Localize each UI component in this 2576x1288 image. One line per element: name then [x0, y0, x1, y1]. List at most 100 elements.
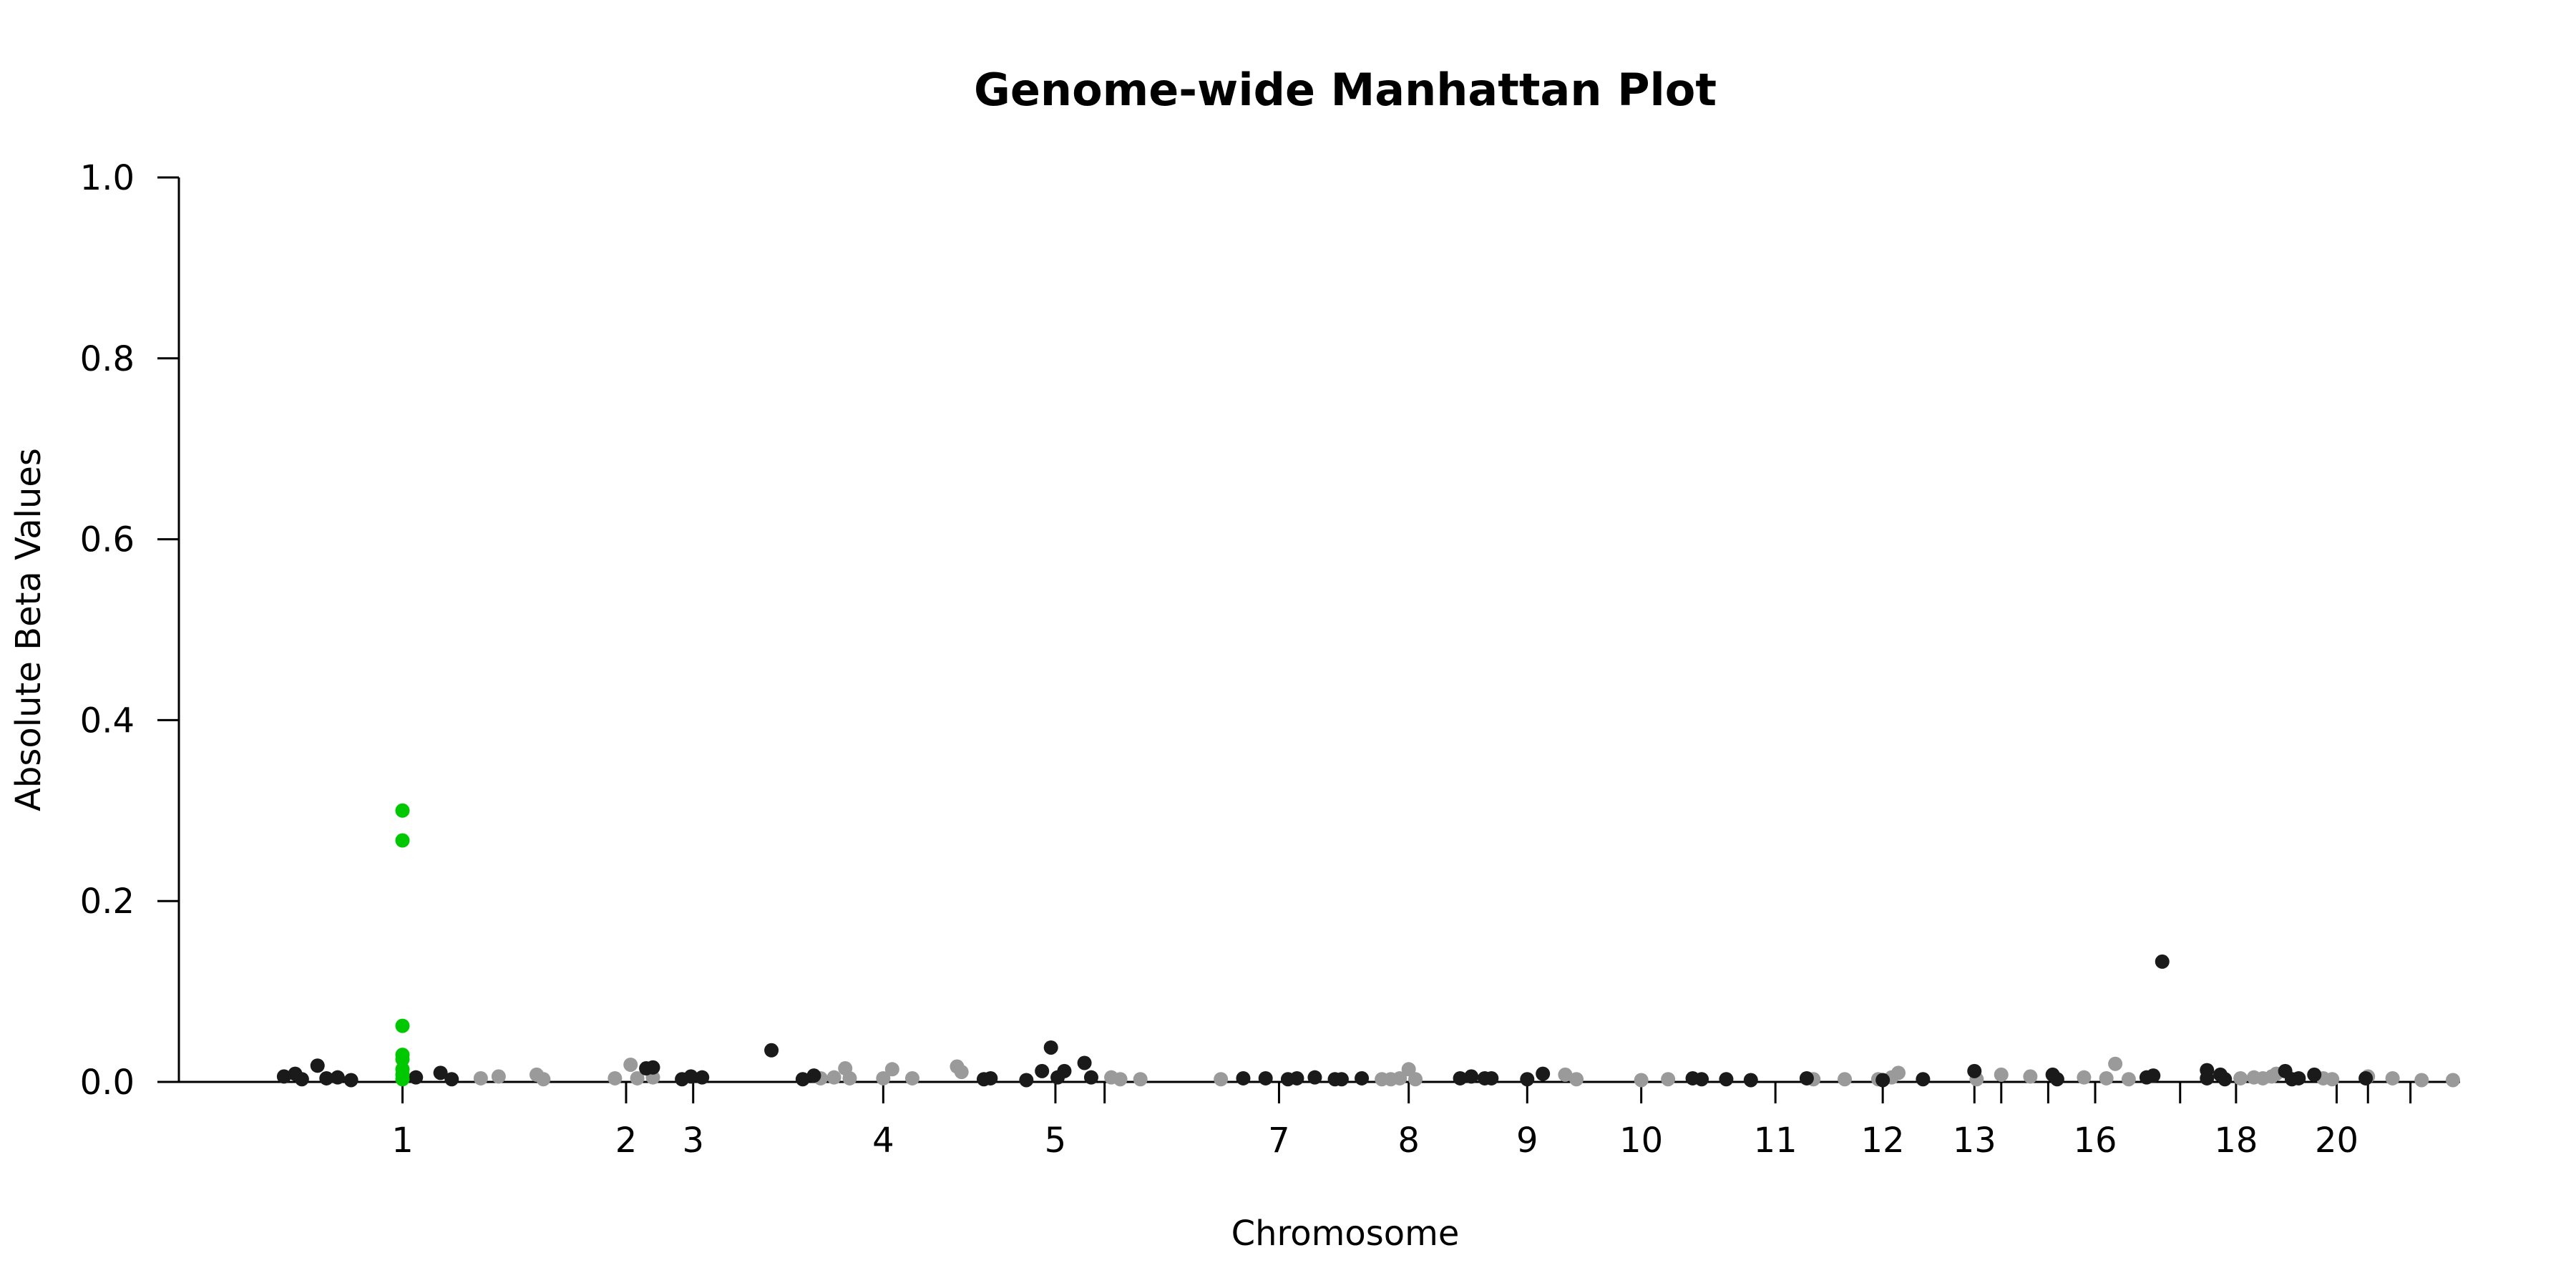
data-point — [2446, 1073, 2460, 1088]
data-point — [2146, 1068, 2161, 1083]
data-point — [2385, 1070, 2400, 1085]
data-point — [1634, 1073, 1649, 1088]
data-point — [1236, 1070, 1251, 1085]
data-point — [1133, 1072, 1148, 1087]
data-point — [330, 1070, 345, 1085]
data-point — [2099, 1070, 2114, 1085]
x-tick-label: 11 — [1754, 1121, 1797, 1161]
data-point — [795, 1072, 810, 1087]
data-point — [764, 1043, 779, 1058]
x-tick-label: 20 — [2315, 1121, 2358, 1161]
data-point — [2233, 1070, 2248, 1085]
data-point — [1994, 1067, 2009, 1082]
data-point — [983, 1070, 998, 1085]
data-point — [1484, 1070, 1499, 1085]
data-point — [2200, 1070, 2215, 1085]
y-tick-label: 0.2 — [80, 882, 135, 922]
y-tick-label: 0.4 — [80, 701, 135, 741]
data-point — [826, 1070, 841, 1085]
data-point — [876, 1070, 891, 1085]
data-point — [2291, 1070, 2306, 1085]
x-tick-label: 18 — [2214, 1121, 2258, 1161]
data-point — [2325, 1072, 2340, 1087]
data-point — [1083, 1070, 1098, 1085]
data-point — [2414, 1073, 2429, 1088]
x-axis: 1 2 3 4 5 7 8 9 10 11 12 13 16 18 20 — [179, 1080, 2460, 1161]
data-point-highlighted — [395, 803, 410, 818]
data-point — [491, 1069, 506, 1084]
data-point — [1694, 1072, 1709, 1087]
data-point — [343, 1073, 358, 1088]
data-point — [1043, 1040, 1058, 1055]
data-point — [695, 1070, 710, 1085]
data-point — [806, 1068, 821, 1083]
data-point — [2307, 1067, 2322, 1082]
chart-title: Genome-wide Manhattan Plot — [974, 64, 1717, 116]
data-point — [276, 1069, 291, 1084]
data-point — [1875, 1073, 1890, 1088]
data-point — [1464, 1069, 1479, 1084]
data-point — [1967, 1063, 1982, 1078]
data-point — [2155, 954, 2170, 969]
data-point — [1334, 1072, 1349, 1087]
x-tick-label: 1 — [391, 1121, 414, 1161]
y-axis-label: Absolute Beta Values — [9, 448, 49, 811]
data-point — [1536, 1066, 1551, 1081]
data-point-highlighted — [395, 1052, 410, 1067]
data-point — [1520, 1072, 1535, 1087]
data-point — [1019, 1073, 1034, 1088]
data-point — [1307, 1070, 1322, 1085]
data-point — [310, 1058, 325, 1073]
data-point — [1891, 1065, 1906, 1080]
y-tick-label: 0.6 — [80, 520, 135, 560]
data-point — [2358, 1070, 2373, 1085]
x-tick-label: 13 — [1953, 1121, 1996, 1161]
data-point — [1214, 1072, 1229, 1087]
data-point — [1569, 1072, 1584, 1087]
data-point — [2121, 1072, 2136, 1087]
data-point — [1743, 1073, 1758, 1088]
data-point — [623, 1057, 638, 1072]
data-point — [473, 1070, 488, 1085]
data-point — [1289, 1070, 1304, 1085]
x-tick-label: 7 — [1268, 1121, 1290, 1161]
data-point — [608, 1070, 623, 1085]
data-point — [1453, 1070, 1468, 1085]
data-point — [409, 1070, 424, 1085]
data-point — [1077, 1055, 1092, 1070]
data-point — [1408, 1072, 1423, 1087]
data-point — [1719, 1072, 1734, 1087]
data-point — [884, 1062, 899, 1077]
y-axis: 0.0 0.2 0.4 0.6 0.8 1.0 — [80, 158, 180, 1103]
data-point — [842, 1070, 857, 1085]
y-tick-label: 0.8 — [80, 339, 135, 379]
data-point — [645, 1060, 660, 1075]
x-tick-label: 9 — [1516, 1121, 1538, 1161]
data-point — [2023, 1069, 2038, 1084]
data-point — [319, 1070, 334, 1085]
data-point — [2077, 1070, 2092, 1085]
data-point — [1916, 1072, 1931, 1087]
data-point — [1661, 1072, 1676, 1087]
data-point — [2049, 1072, 2064, 1087]
data-point — [444, 1072, 459, 1087]
data-point — [1838, 1072, 1853, 1087]
data-point — [1035, 1063, 1050, 1078]
data-point — [536, 1072, 551, 1087]
data-point-highlighted — [395, 1072, 410, 1087]
data-point — [954, 1065, 969, 1080]
data-point — [904, 1070, 919, 1085]
x-tick-label: 8 — [1397, 1121, 1420, 1161]
data-point — [1057, 1063, 1072, 1078]
data-point — [1392, 1070, 1407, 1085]
y-tick-label: 0.0 — [80, 1063, 135, 1103]
x-tick-label: 4 — [872, 1121, 894, 1161]
data-point — [630, 1070, 645, 1085]
data-point — [2218, 1072, 2233, 1087]
data-point — [433, 1065, 448, 1080]
data-point — [1113, 1072, 1128, 1087]
data-point — [1355, 1070, 1370, 1085]
x-tick-label: 10 — [1619, 1121, 1663, 1161]
